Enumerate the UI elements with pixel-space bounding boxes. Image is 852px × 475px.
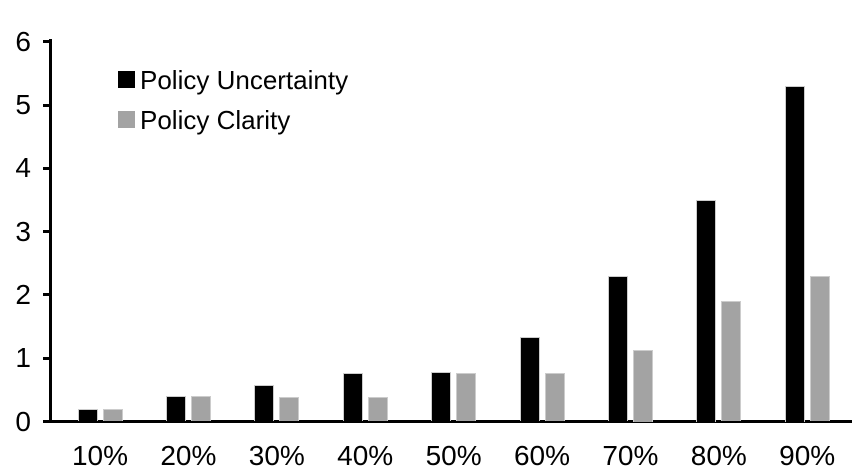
y-axis-label-4: 4 <box>15 152 31 184</box>
bar-policy-clarity-30 <box>279 397 300 422</box>
legend-label-policy-uncertainty: Policy Uncertainty <box>140 64 349 95</box>
x-axis-label-40: 40% <box>337 440 394 471</box>
x-axis-label-90: 90% <box>779 440 836 471</box>
bar-policy-clarity-90 <box>809 275 830 422</box>
bar-policy-clarity-50 <box>456 372 477 422</box>
x-axis-line <box>43 420 852 423</box>
y-axis-label-1: 1 <box>15 342 31 374</box>
bar-policy-clarity-40 <box>367 397 388 422</box>
x-axis-label-70: 70% <box>602 440 659 471</box>
bar-policy-clarity-80 <box>721 301 742 422</box>
chart-legend: Policy Uncertainty Policy Clarity <box>118 67 348 151</box>
x-axis-label-80: 80% <box>690 440 747 471</box>
bar-policy-clarity-20 <box>190 396 211 422</box>
y-axis-tick-2 <box>43 293 52 297</box>
bar-policy-clarity-60 <box>544 373 565 422</box>
x-axis-label-60: 60% <box>513 440 571 471</box>
y-axis-label-5: 5 <box>15 89 31 120</box>
x-axis-label-50: 50% <box>425 440 482 471</box>
bar-policy-uncertainty-20 <box>165 396 186 422</box>
bar-policy-uncertainty-90 <box>784 86 805 422</box>
x-axis-label-30: 30% <box>248 440 305 471</box>
bar-policy-uncertainty-70 <box>607 275 628 422</box>
legend-swatch-policy-uncertainty-icon <box>118 71 135 88</box>
legend-item-policy-uncertainty: Policy Uncertainty <box>118 67 348 93</box>
y-axis-label-2: 2 <box>15 278 31 310</box>
bar-policy-uncertainty-40 <box>342 373 363 422</box>
y-axis-label-3: 3 <box>15 215 31 247</box>
bar-policy-uncertainty-50 <box>431 372 452 422</box>
bar-policy-clarity-70 <box>632 350 653 422</box>
legend-label-policy-clarity: Policy Clarity <box>140 104 291 135</box>
bar-policy-uncertainty-60 <box>519 337 540 422</box>
bar-policy-uncertainty-80 <box>696 200 717 422</box>
y-axis-tick-4 <box>43 166 52 170</box>
y-axis-tick-1 <box>43 356 52 360</box>
x-axis-label-20: 20% <box>160 440 217 471</box>
y-axis-tick-6 <box>43 40 52 44</box>
y-axis-tick-5 <box>43 103 52 107</box>
legend-swatch-policy-clarity-icon <box>118 111 135 128</box>
y-axis-tick-3 <box>43 230 52 234</box>
legend-item-policy-clarity: Policy Clarity <box>118 107 348 133</box>
bar-policy-clarity-10 <box>102 408 123 422</box>
bar-policy-uncertainty-10 <box>77 408 98 422</box>
x-axis-label-10: 10% <box>71 440 129 471</box>
bar-policy-uncertainty-30 <box>254 385 275 422</box>
y-axis-label-6: 6 <box>15 25 31 57</box>
y-axis-tick-0 <box>43 420 52 423</box>
y-axis-label-0: 0 <box>15 405 31 437</box>
